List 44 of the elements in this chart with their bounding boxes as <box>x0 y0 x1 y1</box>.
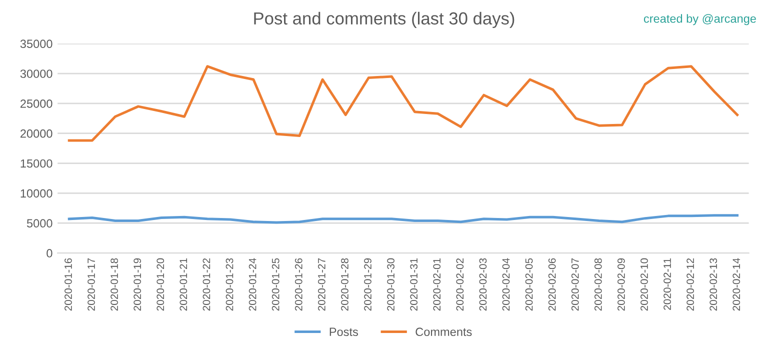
y-tick-label: 35000 <box>20 40 52 48</box>
x-tick-label: 2020-01-17 <box>88 258 95 311</box>
x-tick-label: 2020-01-22 <box>202 258 210 311</box>
x-tick-label: 2020-01-16 <box>64 258 72 311</box>
line-series <box>68 214 739 224</box>
x-tick-label: 2020-01-26 <box>294 258 302 311</box>
x-tick-label: 2020-02-10 <box>640 258 648 311</box>
x-tick-label: 2020-01-21 <box>180 258 188 311</box>
text: created by @arcange <box>644 14 756 26</box>
line-series <box>68 65 739 142</box>
x-tick-label: 2020-02-14 <box>732 258 740 311</box>
x-tick-label: 2020-02-05 <box>525 258 533 311</box>
y-tick-label: 10000 <box>20 189 52 198</box>
x-tick-label: 2020-02-04 <box>502 258 510 311</box>
x-tick-label: 2020-01-28 <box>341 258 348 311</box>
x-tick-label: 2020-01-18 <box>110 258 118 311</box>
x-tick-label: 2020-02-07 <box>571 258 579 311</box>
legend-label: Posts <box>330 328 358 336</box>
y-tick-label: 15000 <box>20 159 52 168</box>
x-tick-label: 2020-02-09 <box>618 258 625 311</box>
x-tick-label: 2020-01-25 <box>272 258 280 311</box>
x-tick-label: 2020-02-12 <box>686 258 694 311</box>
x-tick-label: 2020-01-20 <box>156 258 164 311</box>
chart-title: Post and comments (last 30 days) <box>254 12 514 28</box>
x-tick-label: 2020-02-08 <box>594 258 602 311</box>
x-tick-label: 2020-01-23 <box>226 258 234 311</box>
y-tick-label: 25000 <box>20 99 52 108</box>
y-tick-label: 30000 <box>20 70 52 78</box>
x-tick-label: 2020-02-13 <box>710 258 718 311</box>
y-tick-label: 0 <box>46 249 52 258</box>
x-tick-label: 2020-01-29 <box>364 258 372 311</box>
x-tick-label: 2020-02-02 <box>456 258 464 311</box>
legend-label: Comments <box>416 328 472 336</box>
y-tick-label: 20000 <box>20 129 52 138</box>
x-tick-label: 2020-01-30 <box>387 258 394 311</box>
x-tick-label: 2020-02-06 <box>548 258 556 311</box>
x-tick-label: 2020-02-01 <box>433 258 441 311</box>
x-tick-label: 2020-02-11 <box>664 258 671 310</box>
x-tick-label: 2020-01-27 <box>318 258 326 311</box>
y-tick-label: 5000 <box>26 219 52 228</box>
x-tick-label: 2020-01-31 <box>410 258 418 311</box>
x-tick-label: 2020-02-03 <box>479 258 487 311</box>
x-tick-label: 2020-01-24 <box>248 258 256 311</box>
x-tick-label: 2020-01-19 <box>134 258 142 311</box>
